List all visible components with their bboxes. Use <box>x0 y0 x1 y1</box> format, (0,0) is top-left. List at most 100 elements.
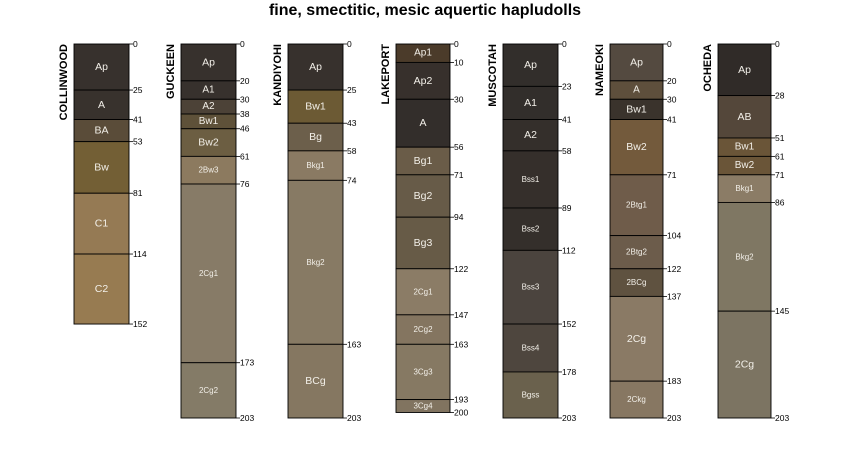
horizon-guckeen-2cg2 <box>180 362 237 419</box>
depth-label: 20 <box>667 76 677 86</box>
depth-label: 58 <box>562 146 572 156</box>
horizon-guckeen-bw2 <box>180 128 237 157</box>
horizon-nameoki-2ckg <box>609 380 664 419</box>
depth-label: 0 <box>562 39 567 49</box>
depth-label: 200 <box>454 407 468 417</box>
horizon-label: Ap <box>738 64 751 76</box>
horizon-label: Bw2 <box>198 137 219 149</box>
depth-label: 112 <box>562 245 576 255</box>
depth-label: 25 <box>133 85 143 95</box>
chart-title: fine, smectitic, mesic aquertic hapludol… <box>268 2 582 19</box>
horizon-label: Bkg2 <box>306 258 325 267</box>
depth-label: 114 <box>133 249 147 259</box>
horizon-label: 3Cg4 <box>413 402 433 411</box>
profile-name-muscotah: MUSCOTAH <box>487 44 499 107</box>
horizon-label: Bgss <box>522 390 540 399</box>
horizon-lakeport-bg3 <box>395 216 451 270</box>
horizon-muscotah-a1 <box>502 85 559 120</box>
horizon-kandiyohi-bg <box>287 122 344 152</box>
horizon-label: 2Cg2 <box>199 386 219 395</box>
depth-label: 203 <box>347 413 361 423</box>
horizon-label: A <box>98 99 105 111</box>
depth-label: 122 <box>667 264 681 274</box>
depth-label: 0 <box>240 39 245 49</box>
depth-label: 89 <box>562 203 572 213</box>
horizon-nameoki-2bcg <box>609 268 664 297</box>
horizon-label: Bkg1 <box>735 184 754 193</box>
horizon-nameoki-2btg1 <box>609 174 664 237</box>
horizon-muscotah-bgss <box>502 371 559 419</box>
horizon-lakeport-2cg2 <box>395 314 451 345</box>
horizon-label: Ap <box>309 61 322 73</box>
horizon-guckeen-2bw3 <box>180 155 237 185</box>
depth-label: 0 <box>347 39 352 49</box>
depth-label: 0 <box>454 39 459 49</box>
depth-label: 173 <box>240 358 254 368</box>
horizon-label: A2 <box>202 101 215 112</box>
horizon-label: A <box>419 117 426 129</box>
horizon-label: Bw1 <box>735 142 755 153</box>
profile-name-kandiyohi: KANDIYOHI <box>272 44 284 106</box>
horizon-label: 2Cg <box>735 359 754 371</box>
depth-label: 203 <box>667 413 681 423</box>
horizon-label: Ap <box>202 56 215 68</box>
depth-label: 53 <box>133 137 143 147</box>
depth-label: 51 <box>775 133 785 143</box>
depth-label: 137 <box>667 291 681 301</box>
horizon-label: AB <box>737 111 751 123</box>
horizon-label: 2Cg2 <box>413 325 433 334</box>
horizon-nameoki-bw2 <box>609 119 664 176</box>
profile-name-guckeen: GUCKEEN <box>165 44 177 99</box>
horizon-label: Bg3 <box>414 237 433 249</box>
depth-label: 23 <box>562 81 572 91</box>
horizon-kandiyohi-bcg <box>287 343 344 419</box>
horizon-label: BA <box>94 125 108 137</box>
horizon-collinwood-c2 <box>73 253 130 325</box>
horizon-lakeport-2cg1 <box>395 268 451 316</box>
depth-label: 25 <box>347 85 357 95</box>
horizon-lakeport-a <box>395 98 451 148</box>
horizon-label: Bw2 <box>735 160 755 171</box>
profile-name-ocheda: OCHEDA <box>702 44 714 92</box>
depth-label: 46 <box>240 124 250 134</box>
horizon-label: 2BCg <box>626 278 646 287</box>
horizon-kandiyohi-bw1 <box>287 89 344 124</box>
depth-label: 71 <box>454 170 464 180</box>
depth-label: 61 <box>775 151 785 161</box>
horizon-label: Bg <box>309 131 322 143</box>
horizon-label: Bss3 <box>522 283 540 292</box>
profile-name-lakeport: LAKEPORT <box>380 44 392 105</box>
horizon-label: Ap <box>630 56 643 68</box>
horizon-label: Ap2 <box>414 75 433 87</box>
depth-label: 0 <box>133 39 138 49</box>
depth-label: 30 <box>240 94 250 104</box>
depth-label: 203 <box>562 413 576 423</box>
depth-label: 94 <box>454 212 464 222</box>
depth-label: 28 <box>775 91 785 101</box>
horizon-guckeen-ap <box>180 43 237 82</box>
depth-label: 30 <box>454 94 464 104</box>
depth-label: 74 <box>347 175 357 185</box>
depth-label: 76 <box>240 179 250 189</box>
depth-label: 10 <box>454 57 464 67</box>
depth-label: 183 <box>667 376 681 386</box>
horizon-label: A2 <box>524 129 537 141</box>
depth-label: 147 <box>454 310 468 320</box>
horizon-label: Bw1 <box>305 101 326 113</box>
depth-label: 43 <box>347 118 357 128</box>
horizon-label: Bss1 <box>522 175 540 184</box>
horizon-label: Bw1 <box>626 103 647 115</box>
depth-label: 41 <box>562 115 572 125</box>
horizon-label: 2Cg <box>627 333 646 345</box>
depth-label: 152 <box>133 319 147 329</box>
depth-label: 203 <box>775 413 789 423</box>
horizon-ocheda-bkg1 <box>717 174 772 203</box>
horizon-label: Bkg1 <box>306 161 325 170</box>
depth-label: 71 <box>775 170 785 180</box>
horizon-ocheda-ap <box>717 43 772 97</box>
horizon-label: Bg1 <box>414 155 433 167</box>
depth-label: 41 <box>667 115 677 125</box>
horizon-kandiyohi-ap <box>287 43 344 91</box>
depth-label: 178 <box>562 367 576 377</box>
horizon-label: 2Btg2 <box>626 248 647 257</box>
